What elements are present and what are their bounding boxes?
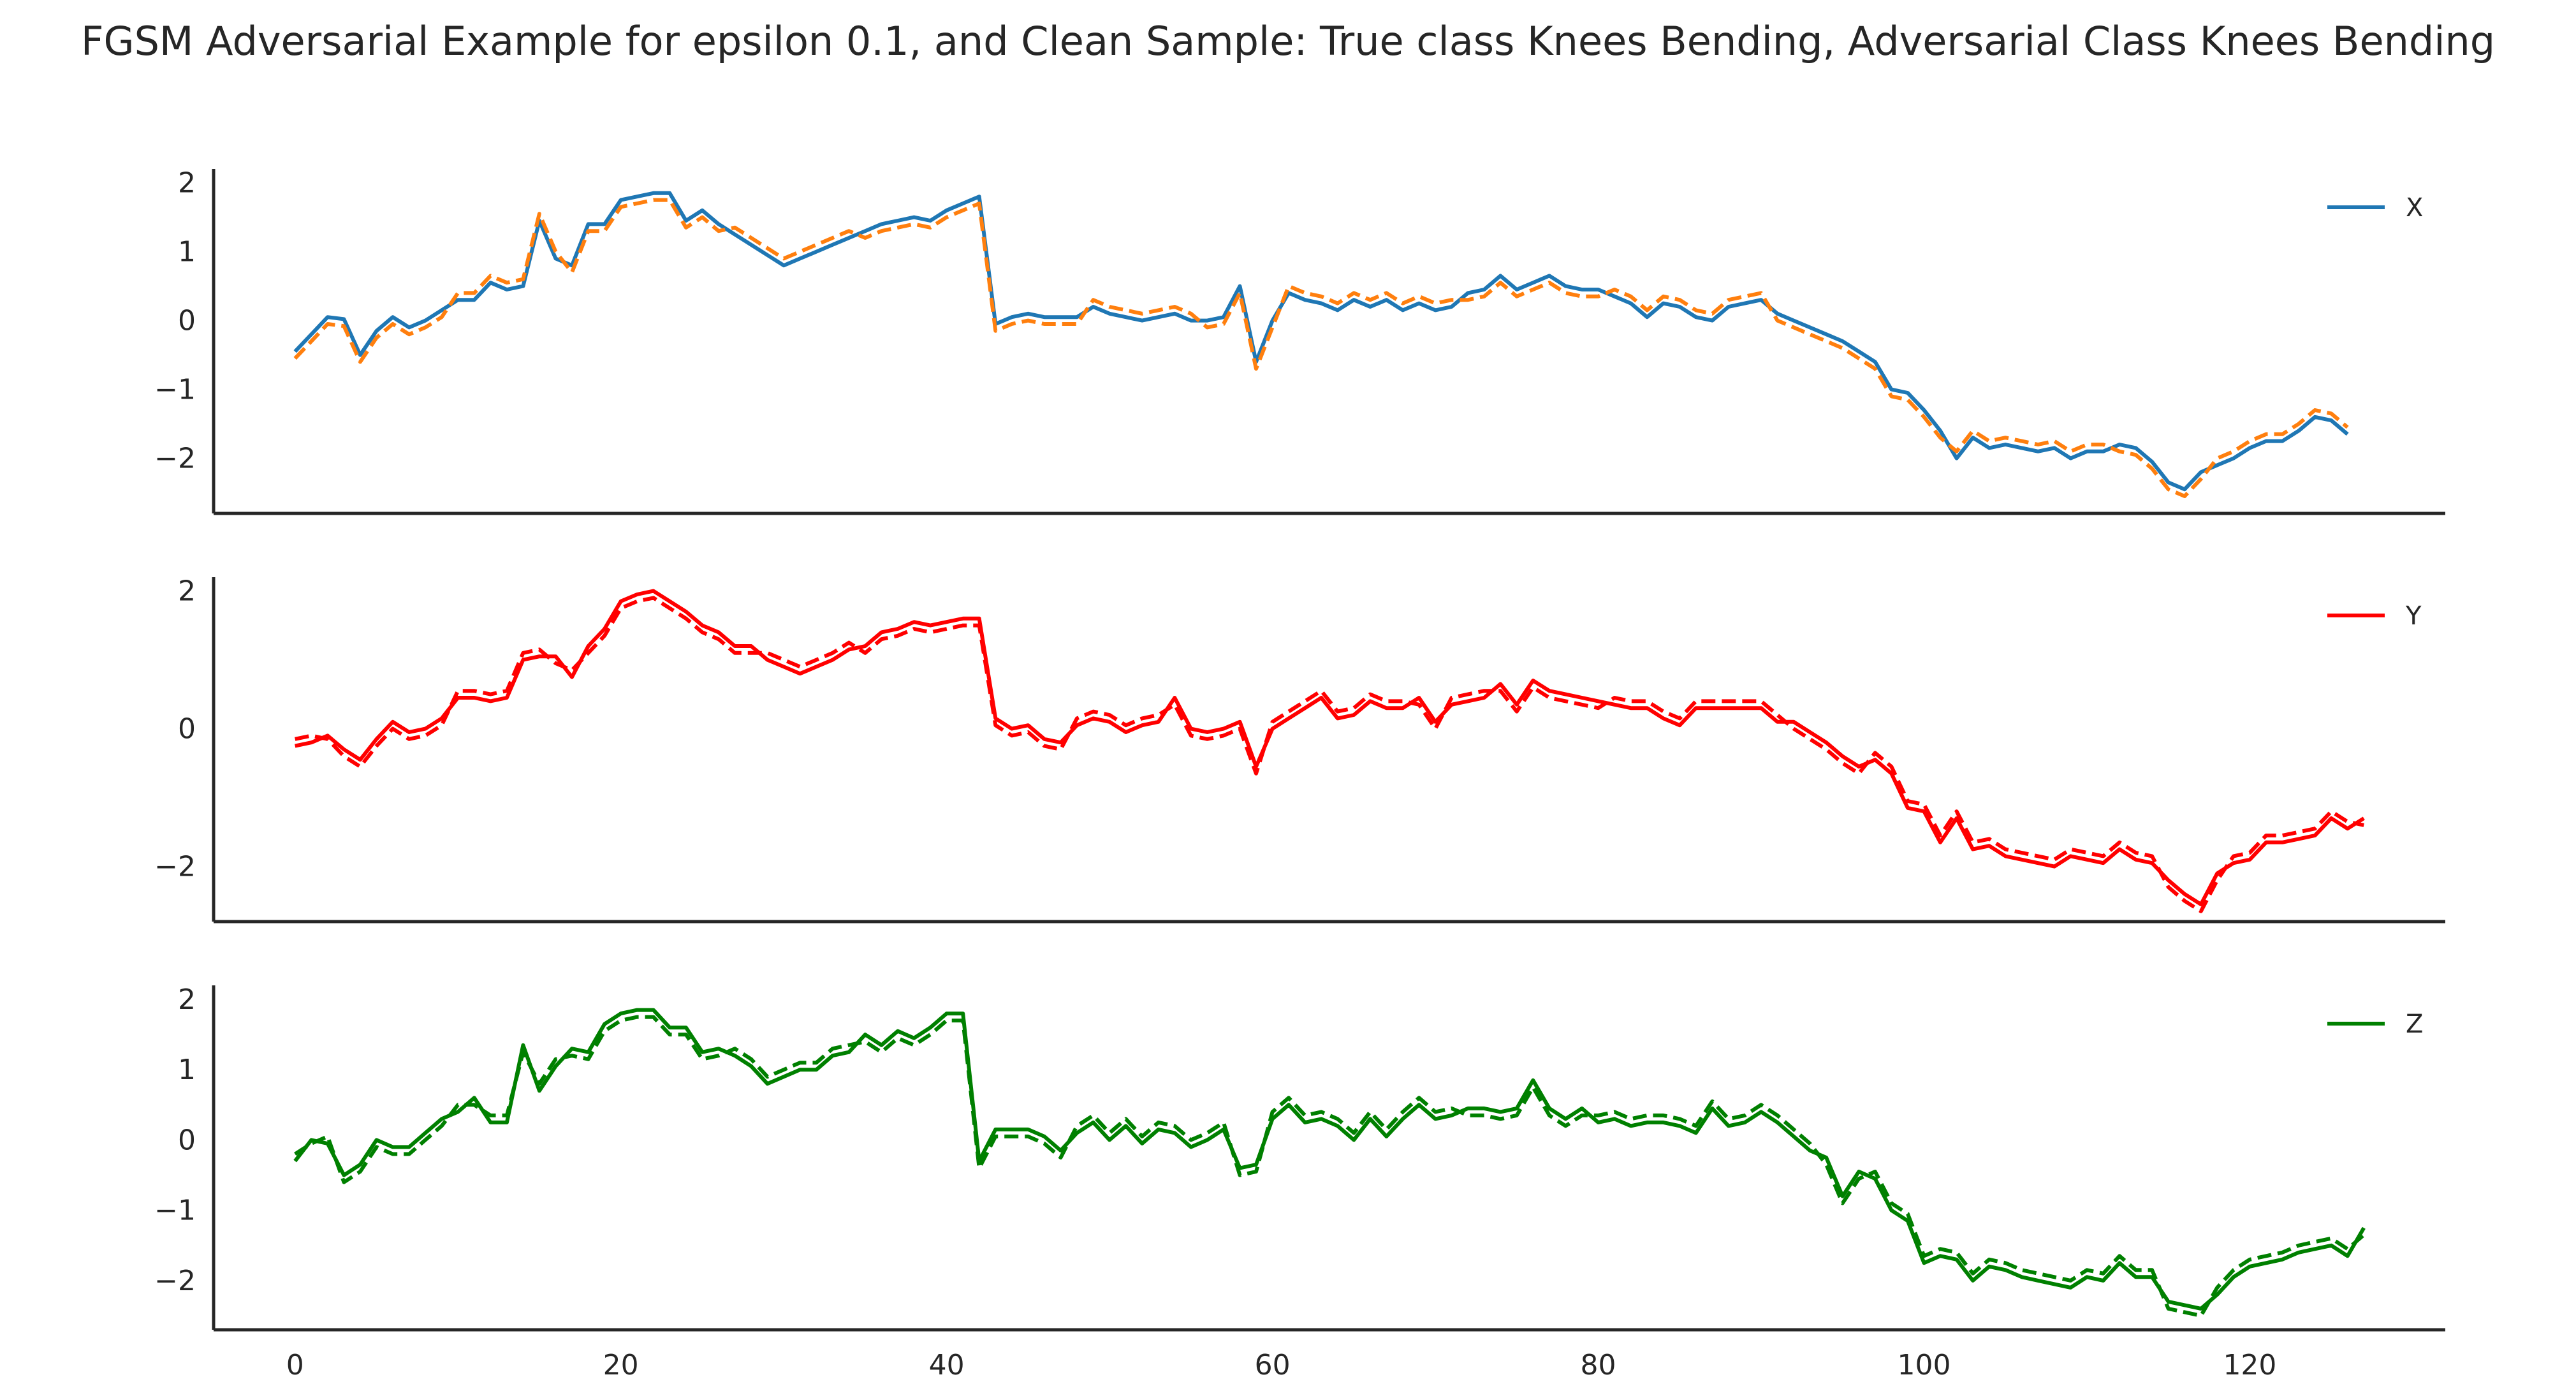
- x-tick-label: 60: [1255, 1349, 1291, 1381]
- adversarial-series-line: [294, 1015, 2366, 1318]
- y-tick-label: −2: [154, 1265, 196, 1297]
- y-tick-label: −2: [154, 851, 196, 883]
- x-tick-label: 0: [286, 1349, 304, 1381]
- y-tick-label: 2: [178, 575, 196, 608]
- y-tick-label: −2: [154, 443, 196, 475]
- legend-label: X: [2406, 193, 2423, 223]
- y-tick-label: −1: [154, 1195, 196, 1227]
- x-tick-label: 20: [603, 1349, 639, 1381]
- adversarial-series-line: [295, 596, 2364, 913]
- legend-label: Z: [2406, 1010, 2423, 1039]
- y-tick-label: 0: [178, 1124, 196, 1156]
- x-tick-label: 80: [1581, 1349, 1616, 1381]
- y-tick-label: 0: [178, 713, 196, 746]
- y-tick-label: 0: [178, 305, 196, 337]
- panel-y: −2 0 2 Y: [154, 575, 2445, 924]
- x-tick-label: 100: [1897, 1349, 1950, 1381]
- y-tick-label: 2: [178, 983, 196, 1016]
- y-tick-label: 1: [178, 1054, 196, 1086]
- legend-label: Y: [2405, 601, 2422, 631]
- adversarial-series-line: [293, 198, 2349, 498]
- y-tick-label: −1: [154, 374, 196, 406]
- y-tick-label: 1: [178, 236, 196, 269]
- panel-x: −2 −1 0 1 2 X: [154, 167, 2445, 515]
- y-tick-label: 2: [178, 167, 196, 200]
- clean-series-line: [293, 191, 2349, 492]
- clean-series-line: [293, 1008, 2366, 1311]
- clean-series-line: [295, 589, 2365, 906]
- x-tick-label: 120: [2223, 1349, 2276, 1381]
- x-tick-label: 40: [929, 1349, 965, 1381]
- chart-title: FGSM Adversarial Example for epsilon 0.1…: [80, 18, 2496, 64]
